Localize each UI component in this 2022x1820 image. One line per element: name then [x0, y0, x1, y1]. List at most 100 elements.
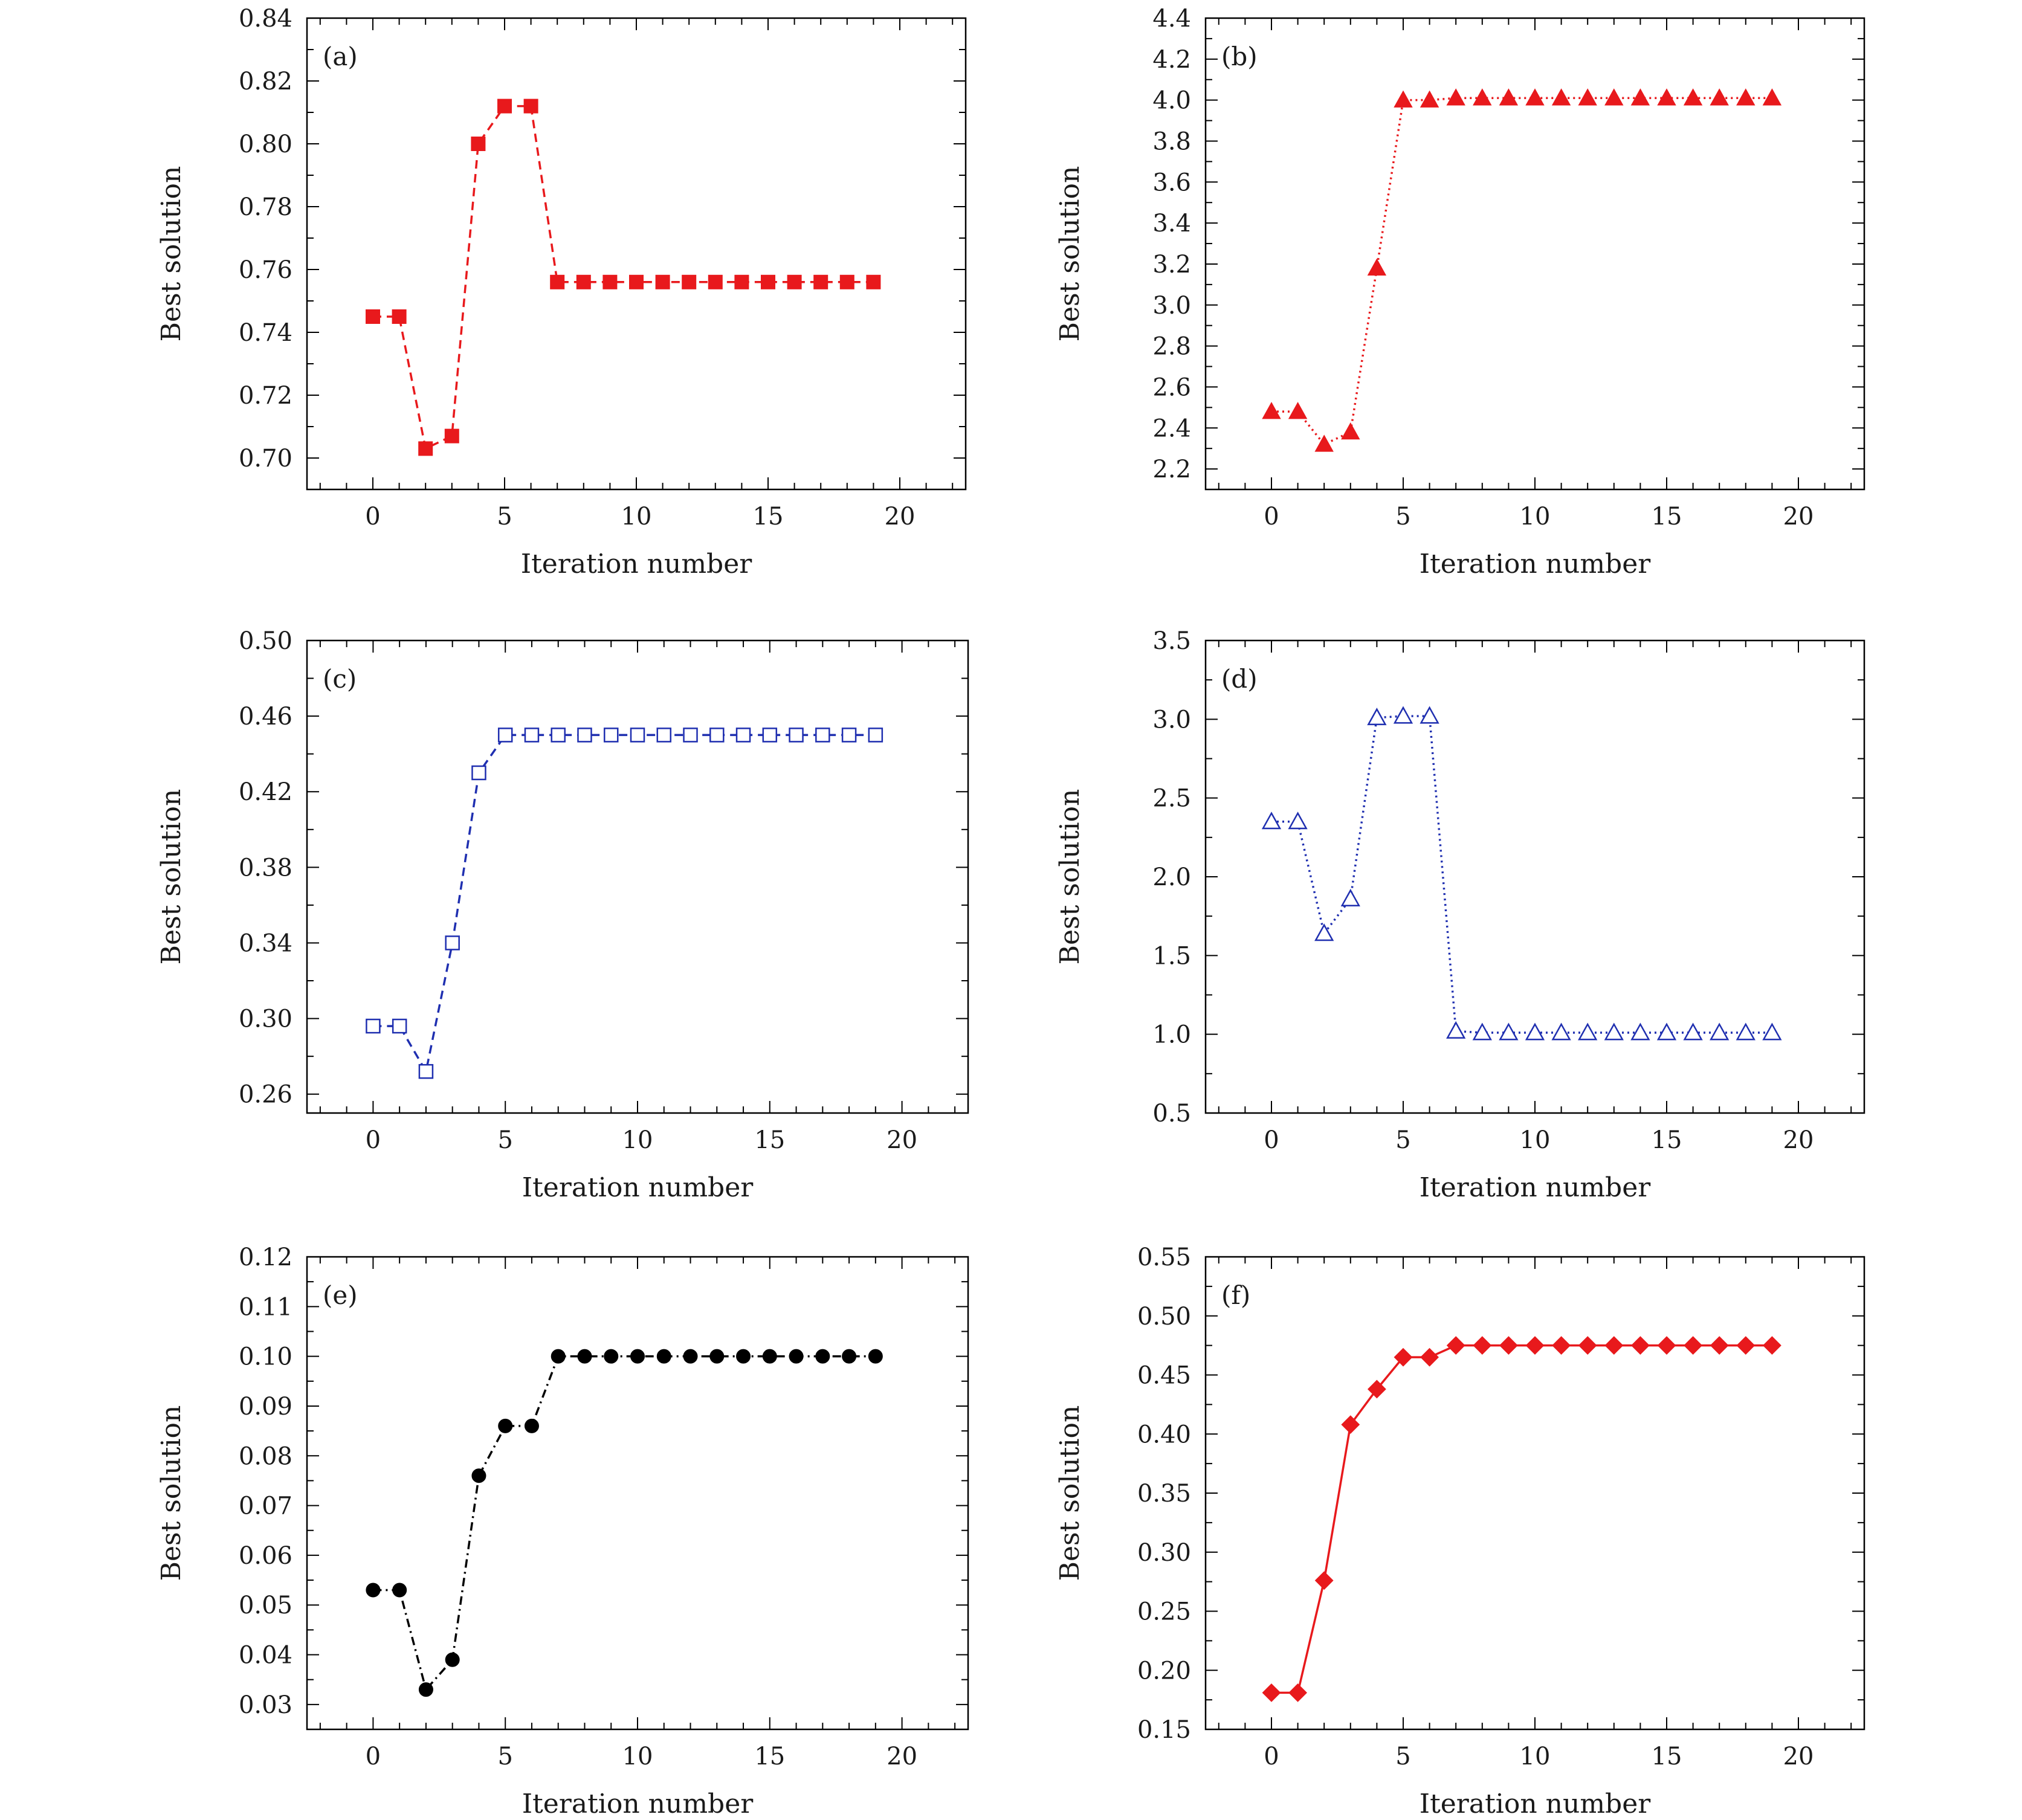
x-axis-title: Iteration number — [1420, 1789, 1652, 1819]
data-point-marker — [736, 1349, 751, 1364]
chart-panel: 0 5 10 15 20 0.15 0.20 0.25 0.30 0.35 0.40 0.45 0.50… — [1055, 1244, 1865, 1819]
data-point-marker — [1525, 1336, 1545, 1355]
data-point-marker — [1367, 708, 1387, 726]
data-point-marker — [524, 1418, 539, 1433]
y-tick-label: 0.55 — [1137, 1244, 1191, 1271]
data-point-marker — [1367, 1380, 1386, 1399]
data-point-marker — [815, 1349, 830, 1364]
x-tick-label: 15 — [1652, 1743, 1682, 1770]
y-tick-label: 2.6 — [1152, 373, 1191, 401]
data-point-marker — [630, 728, 645, 743]
y-tick-label: 0.40 — [1137, 1421, 1191, 1448]
panel-label: (a) — [323, 42, 358, 71]
data-point-marker — [392, 1018, 407, 1034]
data-point-marker — [1262, 402, 1281, 419]
data-point-marker — [1420, 706, 1439, 724]
data-point-marker — [761, 274, 775, 289]
data-point-marker — [1314, 434, 1334, 452]
y-tick-label: 3.0 — [1152, 706, 1191, 734]
data-point-marker — [1446, 1021, 1466, 1039]
y-tick-label: 2.8 — [1152, 333, 1191, 361]
data-point-marker — [551, 728, 566, 743]
data-point-marker — [1261, 812, 1282, 830]
x-tick-label: 0 — [1264, 1743, 1279, 1770]
data-point-marker — [656, 1349, 671, 1364]
data-point-marker — [708, 274, 723, 289]
data-point-marker — [366, 1583, 381, 1598]
data-point-marker — [418, 441, 433, 456]
x-axis-title: Iteration number — [521, 549, 753, 579]
data-point-marker — [1473, 1336, 1492, 1355]
data-point-marker — [1657, 88, 1676, 106]
plot-frame — [1204, 1256, 1865, 1731]
data-point-marker — [734, 274, 749, 289]
x-axis-title: Iteration number — [1420, 1172, 1652, 1203]
y-tick-label: 2.5 — [1152, 785, 1191, 813]
x-tick-label: 0 — [366, 1743, 381, 1770]
data-point-marker — [1314, 1571, 1334, 1590]
y-tick-label: 2.2 — [1152, 456, 1191, 483]
plot-frame — [306, 639, 969, 1114]
y-tick-label: 3.6 — [1152, 169, 1191, 196]
y-tick-label: 0.35 — [1137, 1480, 1191, 1508]
data-point-marker — [762, 1349, 777, 1364]
series-line — [1271, 715, 1772, 1034]
data-point-marker — [1340, 888, 1360, 906]
data-point-marker — [1499, 1022, 1519, 1041]
x-tick-label: 15 — [754, 1743, 785, 1770]
y-tick-label: 0.46 — [239, 703, 292, 731]
data-point-marker — [789, 1349, 804, 1364]
y-tick-label: 0.5 — [1152, 1100, 1191, 1128]
data-point-marker — [1262, 1683, 1281, 1702]
data-point-marker — [868, 1349, 883, 1364]
y-tick-label: 0.10 — [239, 1343, 292, 1371]
y-tick-label: 4.2 — [1152, 46, 1191, 74]
y-tick-label: 0.70 — [239, 445, 292, 473]
data-point-marker — [1341, 422, 1360, 440]
y-axis-title: Best solution — [1055, 166, 1085, 342]
data-point-marker — [1420, 1347, 1439, 1367]
y-tick-label: 0.06 — [239, 1542, 292, 1570]
data-point-marker — [1341, 1415, 1360, 1434]
data-point-marker — [1288, 402, 1308, 419]
plot-frame — [306, 1256, 969, 1731]
x-tick-label: 20 — [1783, 503, 1814, 531]
chart-panel: 0 5 10 15 20 0.70 0.72 0.74 0.76 0.78 0.80 0.82 0.84… — [156, 5, 967, 579]
panel-label: (c) — [323, 664, 357, 694]
data-point-marker — [471, 137, 486, 151]
y-tick-label: 3.4 — [1152, 210, 1191, 237]
y-tick-label: 0.74 — [239, 319, 292, 347]
data-point-marker — [603, 728, 619, 743]
data-point-marker — [735, 728, 751, 743]
data-point-marker — [524, 728, 540, 743]
data-point-marker — [1736, 1022, 1756, 1041]
data-point-marker — [577, 1349, 592, 1364]
data-point-marker — [1394, 90, 1413, 108]
chart-panel: 0 5 10 15 20 2.2 2.4 2.6 2.8 3.0 3.2 3.4 3.6 3.8 4.0 4.… — [1055, 5, 1865, 579]
data-point-marker — [497, 98, 512, 114]
panel-label: (b) — [1221, 42, 1258, 71]
data-point-marker — [550, 274, 565, 289]
data-point-marker — [471, 765, 486, 781]
y-tick-label: 0.26 — [239, 1081, 292, 1109]
y-tick-label: 0.50 — [239, 627, 292, 655]
y-tick-label: 0.72 — [239, 382, 292, 410]
data-point-marker — [1762, 88, 1782, 106]
data-point-marker — [1762, 1336, 1781, 1355]
y-tick-label: 0.25 — [1137, 1598, 1191, 1626]
y-tick-label: 0.78 — [239, 193, 292, 221]
x-tick-label: 20 — [1783, 1743, 1814, 1770]
y-tick-label: 0.15 — [1137, 1716, 1191, 1744]
data-point-marker — [418, 1063, 434, 1079]
data-point-marker — [787, 274, 802, 289]
chart-panel: 0 5 10 15 20 0.03 0.04 0.05 0.06 0.07 0.08 0.09 0.10… — [156, 1244, 969, 1819]
y-tick-label: 3.5 — [1152, 627, 1191, 655]
y-tick-label: 0.03 — [239, 1691, 292, 1719]
data-point-marker — [1551, 88, 1571, 106]
data-point-marker — [1446, 88, 1465, 106]
y-tick-label: 1.5 — [1152, 942, 1191, 970]
x-tick-label: 10 — [1520, 503, 1551, 531]
y-tick-label: 0.76 — [239, 256, 292, 284]
y-tick-label: 0.30 — [1137, 1539, 1191, 1567]
series-line — [373, 1355, 876, 1691]
